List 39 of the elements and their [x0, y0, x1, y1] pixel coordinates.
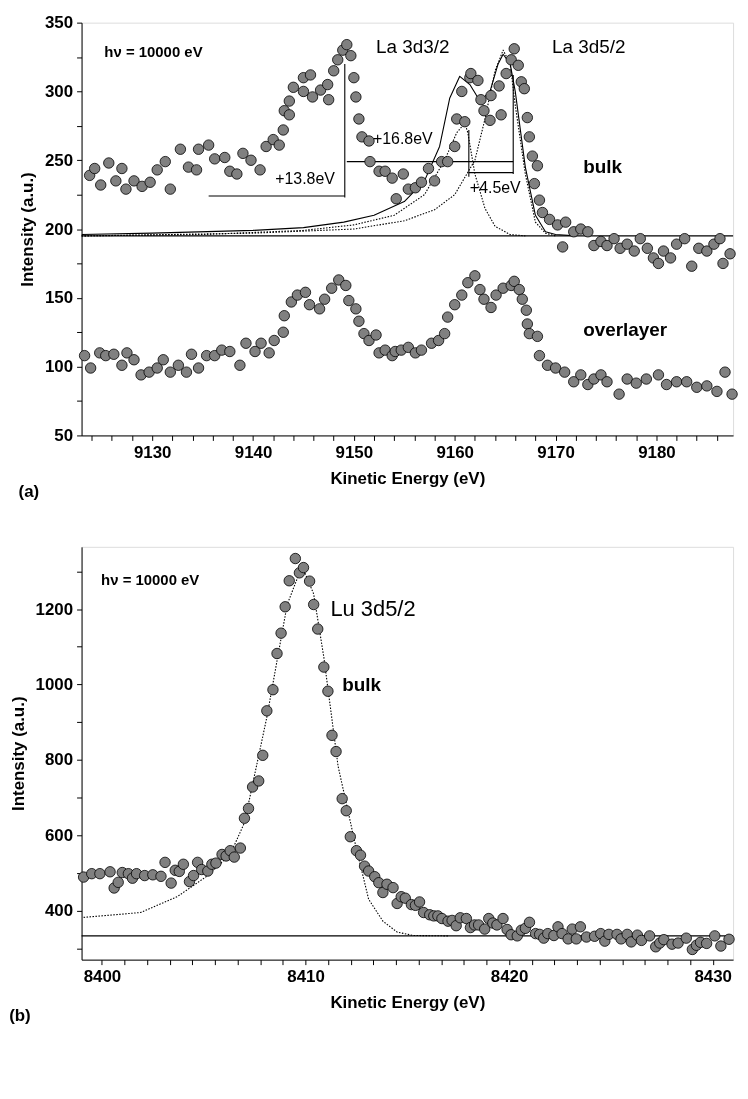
annotation: Lu 3d5/2 [330, 595, 416, 621]
y-tick-label: 350 [44, 13, 74, 33]
y-tick-label: 600 [44, 825, 74, 845]
annotation: +13.8eV [275, 170, 336, 188]
annotation: hν = 10000 eV [101, 570, 200, 588]
y-tick-label: 250 [44, 150, 74, 170]
annotation: La 3d5/2 [551, 36, 626, 58]
x-tick-label: 8400 [83, 967, 122, 987]
annotation: overlayer [583, 319, 668, 341]
y-tick-label: 200 [44, 219, 74, 239]
x-tick-label: 9170 [537, 442, 575, 462]
x-tick-label: 9140 [234, 442, 273, 462]
x-axis-title: Kinetic Energy (eV) [330, 468, 486, 488]
y-tick-label: 400 [44, 901, 74, 921]
x-tick-label: 8410 [287, 967, 325, 987]
text: (a) [18, 482, 40, 502]
annotation: bulk [583, 156, 623, 178]
y-tick-label: 50 [54, 425, 74, 445]
x-tick-label: 9130 [133, 442, 172, 462]
annotation: hν = 10000 eV [104, 42, 203, 60]
annotation: bulk [342, 674, 382, 696]
annotation: +4.5eV [469, 178, 522, 196]
y-tick-label: 1200 [35, 599, 74, 619]
x-tick-label: 8430 [694, 967, 733, 987]
x-tick-label: 9150 [335, 442, 374, 462]
y-axis-title: Intensity (a.u.) [17, 172, 37, 287]
x-tick-label: 9160 [436, 442, 475, 462]
y-tick-label: 150 [44, 288, 74, 308]
annotation: La 3d3/2 [376, 36, 450, 58]
x-axis-title: Kinetic Energy (eV) [330, 992, 486, 1012]
text: (b) [9, 1006, 31, 1026]
x-tick-label: 9180 [638, 442, 676, 462]
y-tick-label: 1000 [35, 674, 74, 694]
y-tick-label: 100 [44, 357, 74, 377]
y-tick-label: 800 [44, 750, 74, 770]
annotation: +16.8eV [372, 130, 433, 148]
y-tick-label: 300 [44, 81, 74, 101]
y-axis-title: Intensity (a.u.) [8, 696, 28, 811]
x-tick-label: 8420 [490, 967, 529, 987]
